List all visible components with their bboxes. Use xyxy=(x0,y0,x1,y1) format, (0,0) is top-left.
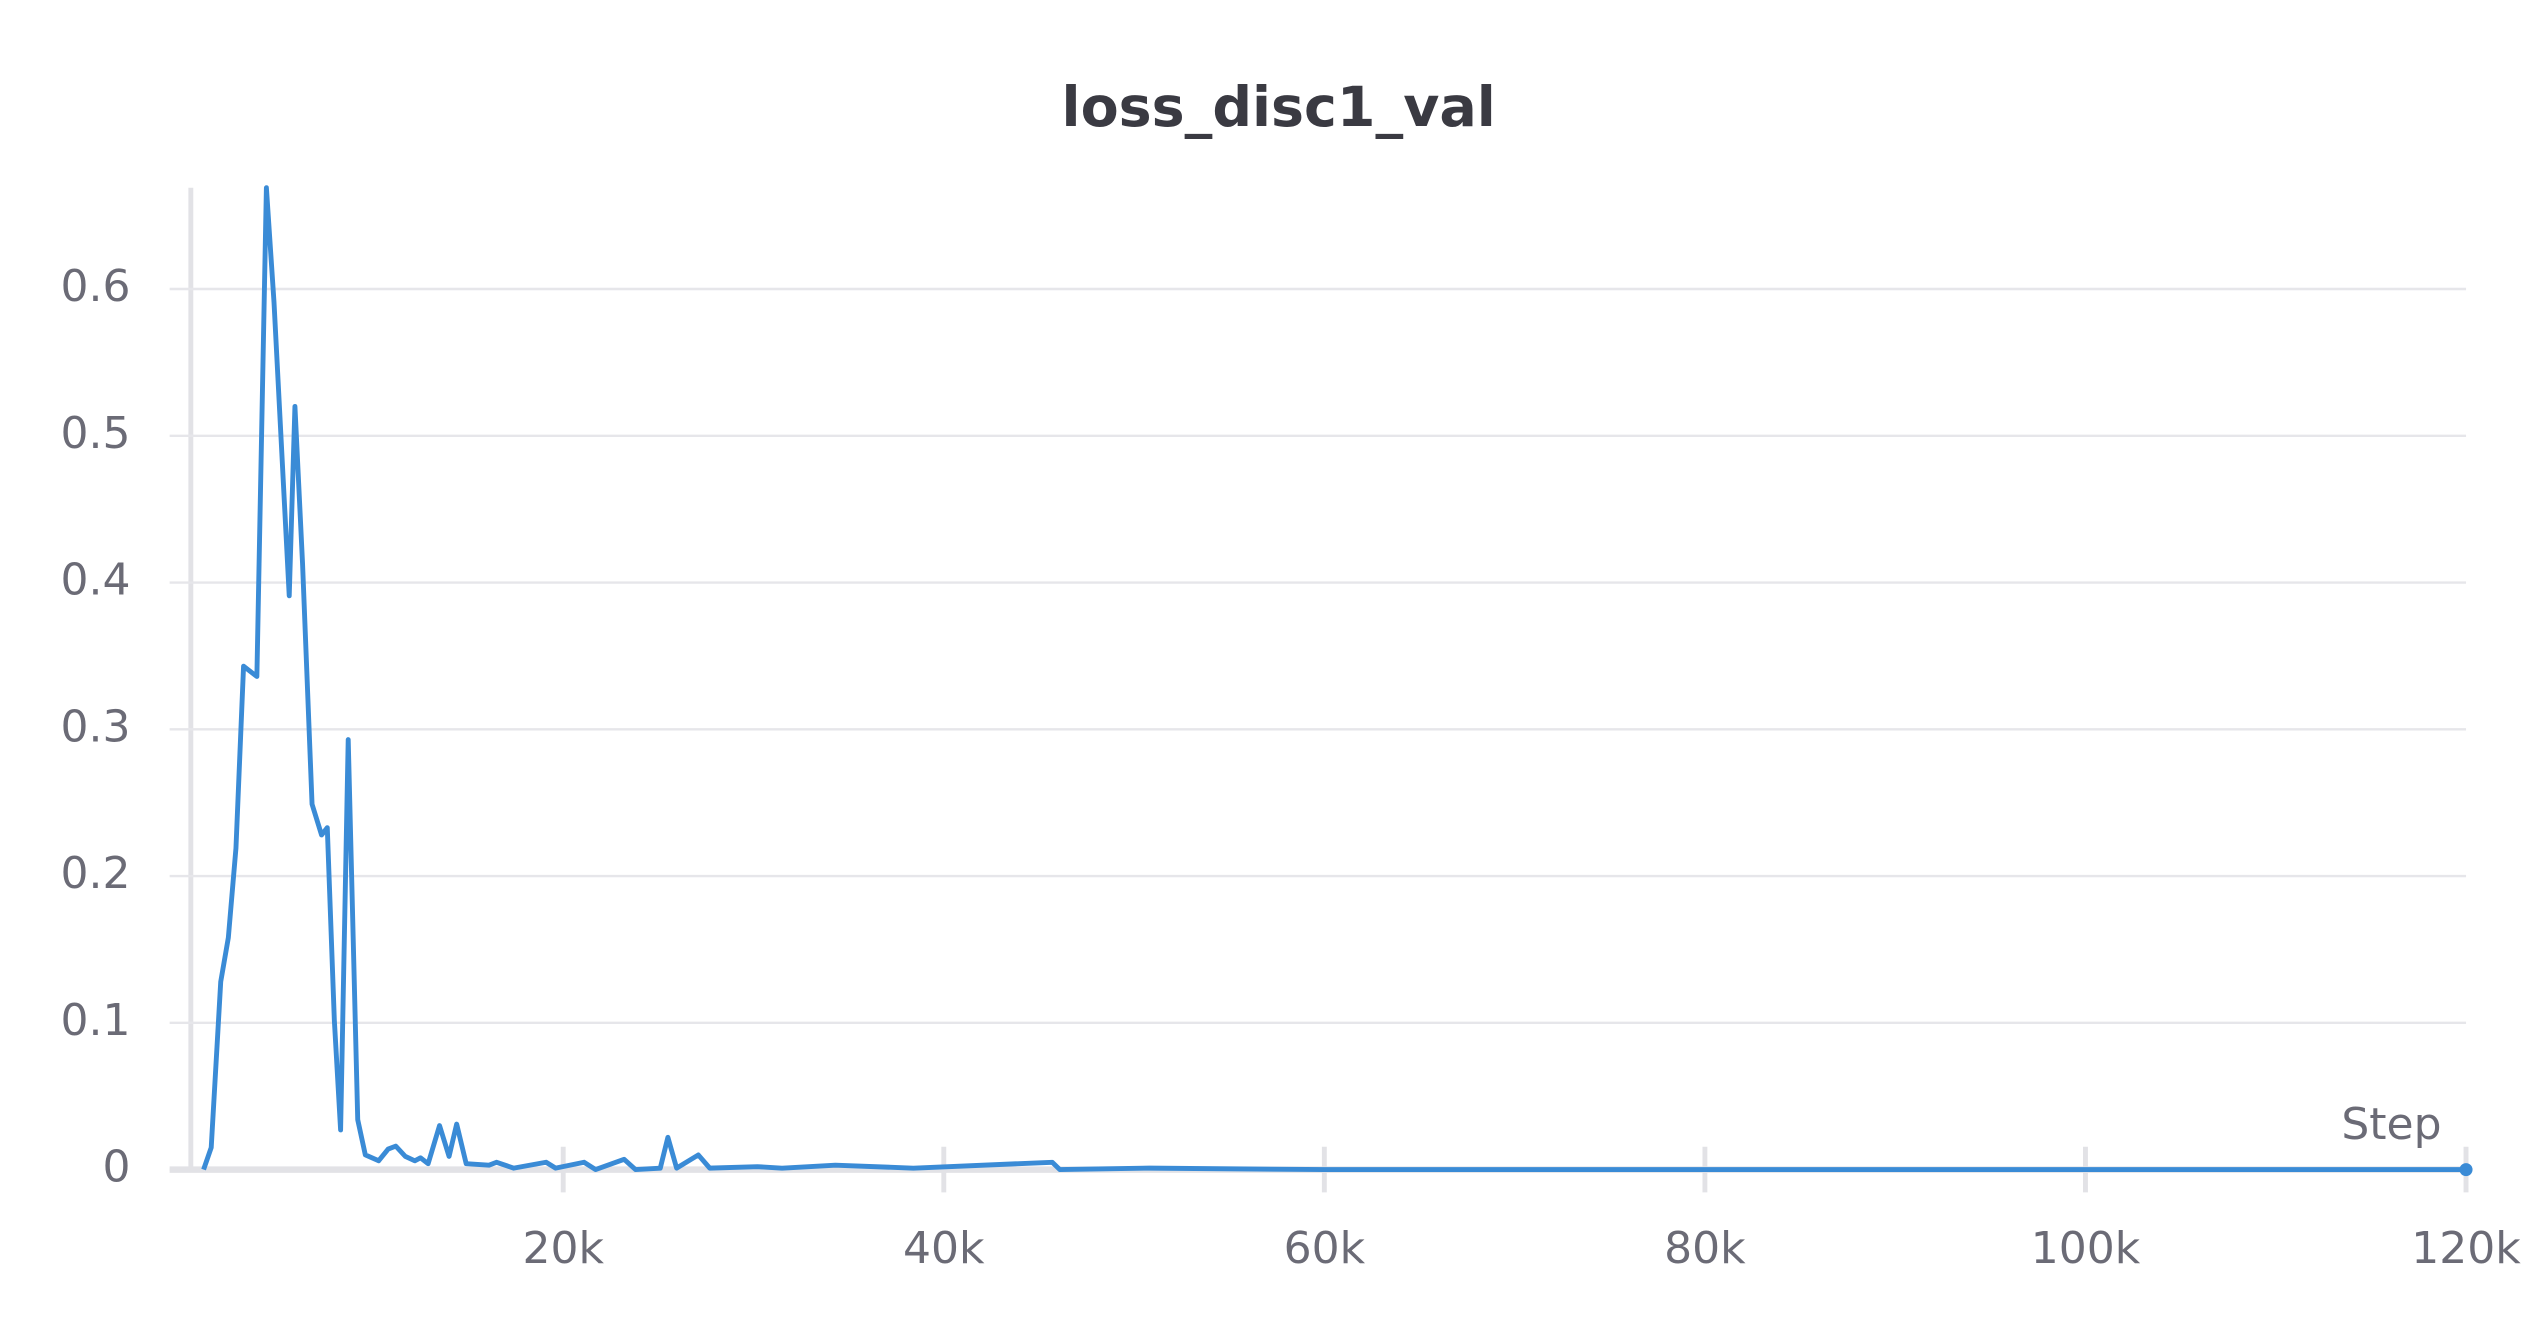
y-tick-label: 0.2 xyxy=(60,848,130,899)
x-tick-label: 100k xyxy=(2031,1223,2141,1274)
x-tick-label: 20k xyxy=(522,1223,604,1274)
y-tick-label: 0.6 xyxy=(60,261,130,312)
y-tick-label: 0.5 xyxy=(60,408,130,459)
y-tick-label: 0.4 xyxy=(60,555,130,606)
chart-title: loss_disc1_val xyxy=(1062,76,1496,140)
x-tick-label: 80k xyxy=(1664,1223,1746,1274)
end-point xyxy=(2459,1163,2473,1177)
x-tick-label: 60k xyxy=(1284,1223,1366,1274)
x-axis-label: Step xyxy=(2341,1099,2441,1150)
x-tick-label: 120k xyxy=(2411,1223,2521,1274)
y-tick-label: 0 xyxy=(102,1142,130,1193)
x-tick-label: 40k xyxy=(903,1223,985,1274)
y-tick-label: 0.3 xyxy=(60,701,130,752)
y-tick-label: 0.1 xyxy=(60,995,130,1046)
line xyxy=(201,185,2467,1173)
